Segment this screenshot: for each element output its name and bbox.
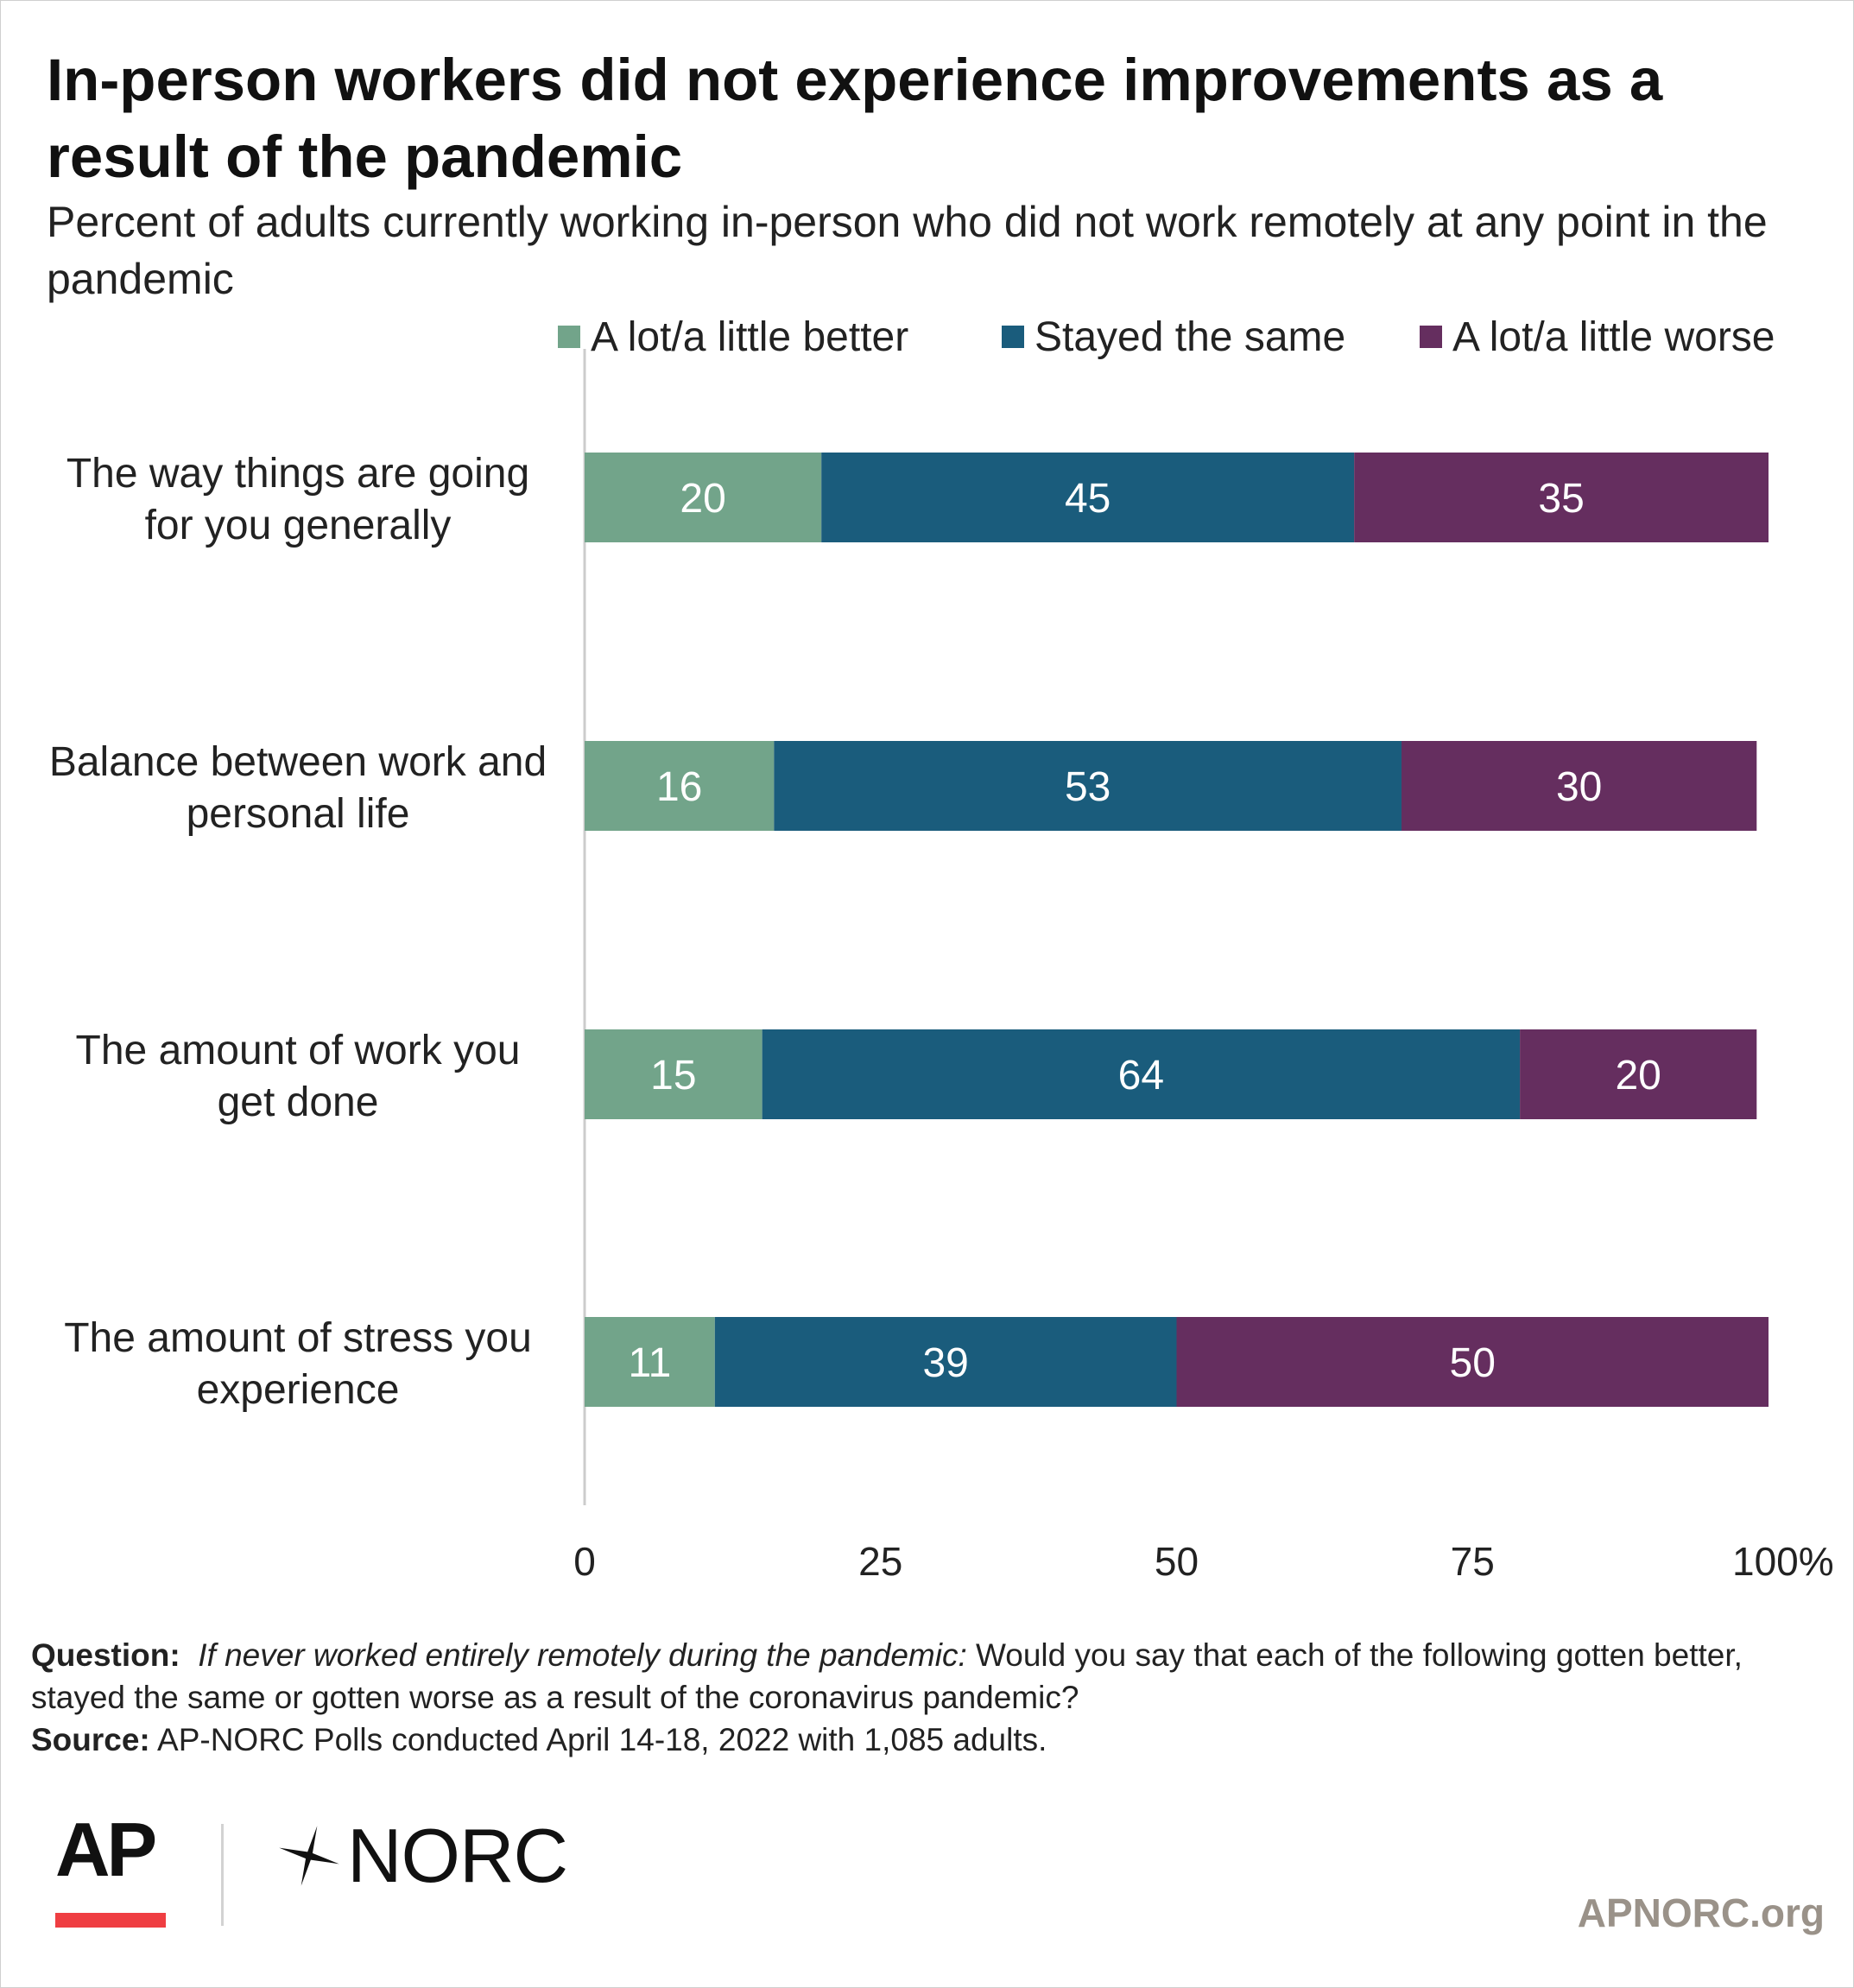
bar-better-1	[585, 453, 822, 542]
data-label-same-3: 64	[1118, 1053, 1164, 1098]
bar-better-3	[585, 1029, 762, 1119]
norc-logo-text: NORC	[347, 1813, 568, 1898]
legend-swatch-worse	[1420, 326, 1442, 348]
chart-title: In-person workers did not experience imp…	[47, 47, 1663, 190]
legend-item-worse: A lot/a little worse	[1420, 313, 1775, 360]
data-label-same-4: 39	[922, 1340, 968, 1386]
x-tick-label-50: 50	[1155, 1539, 1199, 1584]
bar-same-2	[774, 741, 1402, 831]
norc-star-icon	[279, 1826, 339, 1886]
bar-worse-4	[1176, 1317, 1769, 1407]
data-label-same-1: 45	[1065, 476, 1111, 522]
ap-logo-underline	[55, 1913, 166, 1928]
x-tick-label-75: 75	[1451, 1539, 1495, 1584]
bar-worse-2	[1401, 741, 1757, 831]
category-label-4: The amount of stress you experience	[64, 1315, 532, 1413]
x-tick-label-25: 25	[858, 1539, 902, 1584]
logo-divider	[221, 1824, 224, 1926]
legend-item-same: Stayed the same	[1002, 313, 1346, 360]
bar-worse-3	[1520, 1029, 1757, 1119]
chart-subtitle: Percent of adults currently working in-p…	[47, 198, 1768, 303]
legend-swatch-same	[1002, 326, 1024, 348]
bar-same-4	[714, 1317, 1177, 1407]
source-label: Source:	[31, 1722, 150, 1757]
data-label-worse-4: 50	[1450, 1340, 1496, 1386]
bar-same-1	[821, 453, 1355, 542]
source-text: AP-NORC Polls conducted April 14-18, 202…	[157, 1722, 1047, 1757]
stacked-bar-chart: 20 45 35 The way things are going for you ge…	[49, 349, 1834, 1584]
ap-logo: AP	[55, 1807, 157, 1892]
data-label-worse-1: 35	[1538, 476, 1584, 522]
data-label-better-3: 15	[650, 1053, 696, 1098]
data-label-better-1: 20	[680, 476, 725, 522]
question-condition: If never worked entirely remotely during…	[198, 1637, 967, 1673]
legend-label-better: A lot/a little better	[591, 313, 909, 360]
data-label-worse-3: 20	[1615, 1053, 1661, 1098]
data-label-worse-2: 30	[1556, 764, 1602, 810]
category-label-1: The way things are going for you generall…	[66, 451, 529, 548]
bar-same-3	[762, 1029, 1521, 1119]
bar-worse-1	[1354, 453, 1769, 542]
x-tick-label-100pct: 100%	[1732, 1539, 1834, 1584]
data-label-better-4: 11	[628, 1340, 671, 1386]
x-tick-label-0: 0	[573, 1539, 596, 1584]
category-label-3: The amount of work you get done	[76, 1028, 521, 1125]
chart-notes: Question: If never worked entirely remot…	[31, 1634, 1827, 1761]
bar-better-4	[585, 1317, 715, 1407]
legend-swatch-better	[558, 326, 580, 348]
legend-label-same: Stayed the same	[1035, 313, 1346, 360]
category-label-2: Balance between work and personal life	[49, 739, 547, 837]
question-label: Question:	[31, 1637, 180, 1673]
question-note: Question: If never worked entirely remot…	[31, 1634, 1827, 1719]
legend-item-better: A lot/a little better	[558, 313, 909, 360]
question-text: Would you say that each of the following…	[31, 1637, 1743, 1715]
site-link[interactable]: APNORC.org	[1577, 1890, 1825, 1935]
source-note: Source: AP-NORC Polls conducted April 14…	[31, 1719, 1827, 1761]
bar-better-2	[585, 741, 775, 831]
norc-logo: NORC	[275, 1813, 568, 1898]
legend-label-worse: A lot/a little worse	[1452, 313, 1775, 360]
data-label-better-2: 16	[656, 764, 702, 810]
data-label-same-2: 53	[1065, 764, 1111, 810]
